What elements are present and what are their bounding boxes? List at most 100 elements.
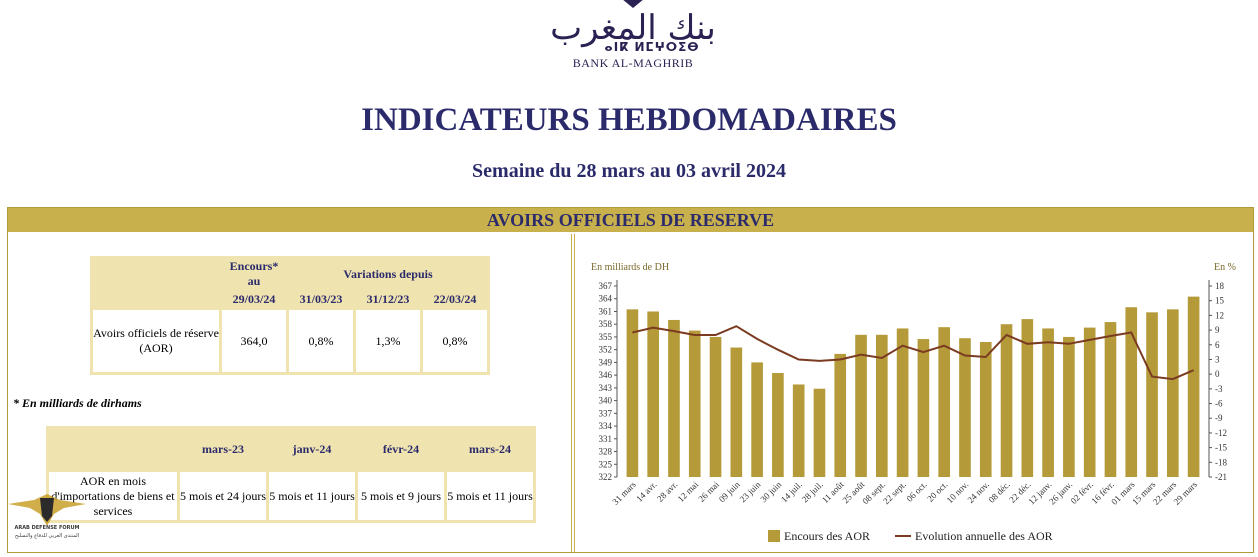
right-tick-label: -3 [1215, 384, 1223, 394]
variation-date-3: 22/03/24 [423, 292, 487, 307]
left-tick-label: 334 [599, 421, 613, 431]
chart-bar [772, 373, 784, 477]
x-tick-label: 09 juin [717, 479, 742, 504]
left-axis-label: En milliards de DH [591, 262, 669, 273]
left-tick-label: 349 [599, 357, 613, 367]
chart-bar [938, 327, 950, 477]
chart-bar [1125, 307, 1138, 477]
chart-bar [709, 336, 722, 477]
import-months-value-3: 5 mois et 9 jours [358, 472, 444, 520]
left-tick-label: 325 [599, 459, 613, 469]
right-tick-label: 18 [1215, 281, 1225, 291]
chart-bar [855, 334, 867, 477]
import-months-value-2: 5 mois et 11 jours [269, 472, 355, 520]
left-tick-label: 367 [599, 281, 613, 291]
left-tick-label: 343 [599, 383, 613, 393]
tables-area: Encours* au Variations depuis 29/03/24 3… [10, 234, 572, 552]
right-axis-label: En % [1214, 262, 1236, 273]
left-tick-label: 364 [599, 294, 613, 304]
x-tick-label: 29 mars [1172, 479, 1200, 507]
chart-bar [959, 338, 971, 477]
legend-bar-swatch [768, 530, 780, 542]
units-note: * En milliards de dirhams [13, 396, 142, 410]
reserves-chart: En milliards de DH En % 322 325 328 331 334 337… [591, 262, 1236, 543]
chart-bar [1187, 296, 1200, 477]
chart-area: En milliards de DH En % 322 325 328 331 334 337… [574, 234, 1254, 552]
logo-arabic-text: بنك المغرب [550, 8, 716, 48]
bank-al-maghrib-logo: بنك المغرب ⴰⵏⴽ ⵍⵎⵖⵔⵉⴱ BANK AL-MAGHRIB [538, 0, 728, 72]
variation-value-3: 0,8% [423, 310, 487, 372]
right-tick-label: -15 [1215, 443, 1227, 453]
right-tick-label: -21 [1215, 472, 1227, 482]
row-label-aor: Avoirs officiels de réserve (AOR) [93, 310, 219, 372]
x-tick-label: 31 mars [610, 479, 638, 507]
chart-bar [668, 319, 680, 477]
left-tick-label: 346 [599, 370, 613, 380]
left-tick-label: 358 [599, 319, 613, 329]
period-header-4: mars-24 [447, 429, 533, 469]
x-tick-label: 14 juil. [779, 479, 804, 504]
left-tick-label: 352 [599, 345, 613, 355]
right-tick-label: 9 [1215, 325, 1220, 335]
x-tick-label: 24 nov. [965, 479, 991, 505]
chart-bar [1000, 324, 1013, 477]
chart-bar [688, 330, 701, 477]
import-months-value-4: 5 mois et 11 jours [447, 472, 533, 520]
x-tick-label: 26 janv. [1047, 479, 1074, 506]
x-tick-label: 28 avr. [655, 479, 679, 503]
right-tick-label: -18 [1215, 457, 1227, 467]
x-tick-label: 10 nov. [945, 479, 971, 505]
x-tick-label: 06 oct. [904, 479, 928, 503]
chart-bar [1063, 336, 1075, 477]
chart-bar [876, 334, 888, 477]
chart-bar [1021, 319, 1034, 477]
chart-bar [917, 339, 930, 477]
chart-bar [730, 347, 743, 477]
right-tick-label: 6 [1215, 340, 1220, 350]
encours-header: Encours* au [222, 259, 286, 289]
x-tick-label: 14 avr. [634, 479, 658, 503]
chart-bar [1167, 309, 1179, 477]
x-tick-label: 08 déc. [986, 479, 1011, 504]
left-tick-label: 328 [599, 447, 613, 457]
watermark-text-arabic: المنتدى العربي للدفاع والتسليح [14, 533, 80, 539]
x-tick-label: 12 mai [676, 479, 701, 504]
import-months-value-1: 5 mois et 24 jours [180, 472, 266, 520]
variation-date-1: 31/03/23 [289, 292, 353, 307]
watermark: ARAB DEFENSE FORUM المنتدى العربي للدفاع… [4, 490, 90, 553]
period-header-3: févr-24 [358, 429, 444, 469]
import-months-table: mars-23 janv-24 févr-24 mars-24 AOR en m… [46, 426, 536, 523]
left-tick-label: 331 [599, 434, 613, 444]
right-tick-label: 15 [1215, 296, 1225, 306]
chart-bar [979, 342, 992, 477]
right-tick-label: 0 [1215, 369, 1220, 379]
chart-bar [1083, 327, 1096, 477]
right-tick-label: -12 [1215, 428, 1227, 438]
legend-bar-label: Encours des AOR [784, 529, 870, 543]
chart-bar [647, 311, 659, 477]
chart-bar [813, 388, 826, 477]
chart-bar [626, 309, 639, 477]
table2-corner [49, 429, 177, 469]
variations-header: Variations depuis [289, 259, 487, 289]
right-tick-label: 12 [1215, 310, 1224, 320]
page-subtitle: Semaine du 28 mars au 03 avril 2024 [472, 160, 786, 182]
logo-latin-text: BANK AL-MAGHRIB [572, 56, 694, 70]
period-header-2: janv-24 [269, 429, 355, 469]
x-tick-label: 26 mai [696, 479, 721, 504]
right-tick-label: -6 [1215, 399, 1223, 409]
section-title: AVOIRS OFFICIELS DE RESERVE [8, 208, 1253, 232]
left-tick-label: 361 [599, 306, 613, 316]
left-tick-label: 355 [599, 332, 613, 342]
left-tick-label: 322 [599, 472, 613, 482]
right-tick-label: -9 [1215, 413, 1223, 423]
chart-bar [751, 362, 763, 477]
chart-bar [1104, 322, 1117, 477]
row-label-import-months: AOR en mois d'importations de biens et s… [49, 472, 177, 520]
variation-value-1: 0,8% [289, 310, 353, 372]
left-tick-label: 340 [599, 396, 613, 406]
right-tick-label: 3 [1215, 354, 1220, 364]
period-header-1: mars-23 [180, 429, 266, 469]
logo-emblem-icon [623, 0, 643, 8]
reserves-table: Encours* au Variations depuis 29/03/24 3… [90, 256, 490, 375]
